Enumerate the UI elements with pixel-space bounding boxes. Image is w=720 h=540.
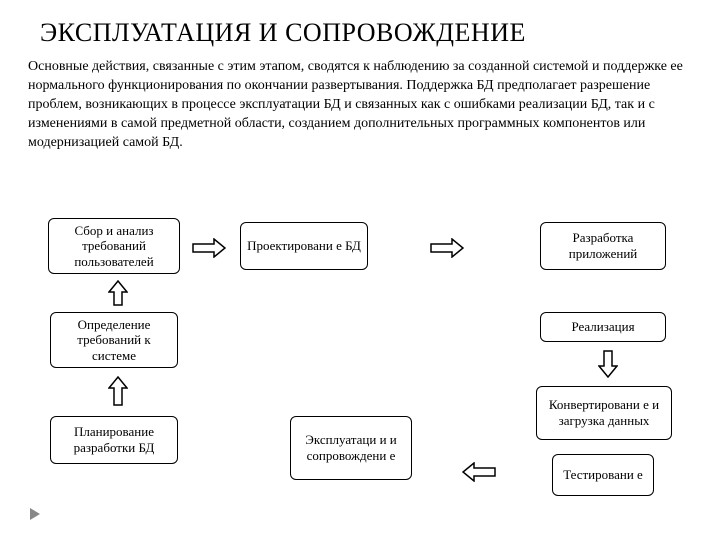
- flowchart-node-n5: Реализация: [540, 312, 666, 342]
- slide-marker-icon: [30, 508, 40, 520]
- node-label: Конвертировани е и загрузка данных: [543, 397, 665, 428]
- flowchart-node-n6: Планирование разработки БД: [50, 416, 178, 464]
- arrow-a6: [462, 462, 496, 482]
- body-paragraph: Основные действия, связанные с этим этап…: [28, 58, 688, 152]
- flowchart-node-n2: Проектировани е БД: [240, 222, 368, 270]
- node-label: Разработка приложений: [547, 230, 659, 261]
- arrow-a4: [108, 376, 128, 406]
- flowchart-node-n4: Определение требований к системе: [50, 312, 178, 368]
- node-label: Тестировани е: [563, 467, 643, 483]
- node-label: Проектировани е БД: [247, 238, 361, 254]
- node-label: Сбор и анализ требований пользователей: [55, 223, 173, 270]
- flowchart-node-n8: Конвертировани е и загрузка данных: [536, 386, 672, 440]
- flowchart-node-n7: Эксплуатаци и и сопровождени е: [290, 416, 412, 480]
- node-label: Реализация: [571, 319, 634, 335]
- flowchart-node-n1: Сбор и анализ требований пользователей: [48, 218, 180, 274]
- page-title: ЭКСПЛУАТАЦИЯ И СОПРОВОЖДЕНИЕ: [40, 18, 526, 48]
- node-label: Эксплуатаци и и сопровождени е: [297, 432, 405, 463]
- arrow-a3: [108, 280, 128, 306]
- flowchart-node-n9: Тестировани е: [552, 454, 654, 496]
- node-label: Планирование разработки БД: [57, 424, 171, 455]
- flowchart-node-n3: Разработка приложений: [540, 222, 666, 270]
- arrow-a2: [430, 238, 464, 258]
- node-label: Определение требований к системе: [57, 317, 171, 364]
- arrow-a5: [598, 350, 618, 378]
- arrow-a1: [192, 238, 226, 258]
